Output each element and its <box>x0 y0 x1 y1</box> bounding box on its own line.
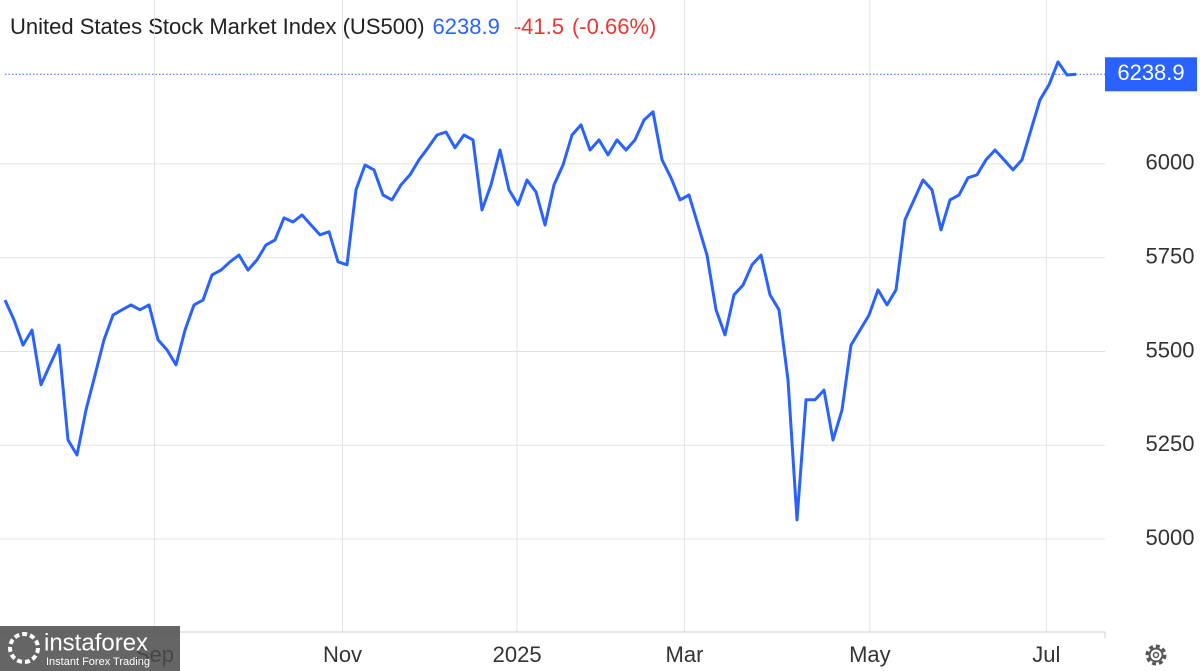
y-tick-label: 5750 <box>1146 243 1195 268</box>
gear-hole <box>1152 651 1160 659</box>
last-price: 6238.9 <box>433 14 500 39</box>
last-price-label: 6238.9 <box>1117 60 1184 85</box>
gear-teeth <box>1145 644 1167 666</box>
y-tick-label: 5500 <box>1146 337 1195 362</box>
y-tick-label: 5250 <box>1146 431 1195 456</box>
watermark-icon <box>8 632 40 664</box>
x-tick-label: Nov <box>323 642 362 667</box>
chart-header: United States Stock Market Index (US500)… <box>10 14 656 39</box>
last-price-box <box>1105 57 1197 92</box>
price-change-percent: (-0.66%) <box>572 14 656 39</box>
x-tick-label: Jul <box>1032 642 1060 667</box>
y-tick-label: 6000 <box>1146 150 1195 175</box>
watermark-bg <box>0 626 180 671</box>
watermark-tagline: Instant Forex Trading <box>46 656 150 668</box>
settings-icon[interactable] <box>1145 644 1167 666</box>
gear-body <box>1148 647 1164 663</box>
chart-title: United States Stock Market Index (US500) <box>10 14 425 39</box>
price-line <box>3 60 1077 522</box>
y-tick-label: 5000 <box>1146 525 1195 550</box>
price-change: -41.5 <box>514 14 564 39</box>
x-tick-label: Mar <box>666 642 704 667</box>
x-tick-label: 2025 <box>493 642 542 667</box>
watermark-name: instaforex <box>44 629 148 656</box>
x-tick-label: May <box>849 642 891 667</box>
